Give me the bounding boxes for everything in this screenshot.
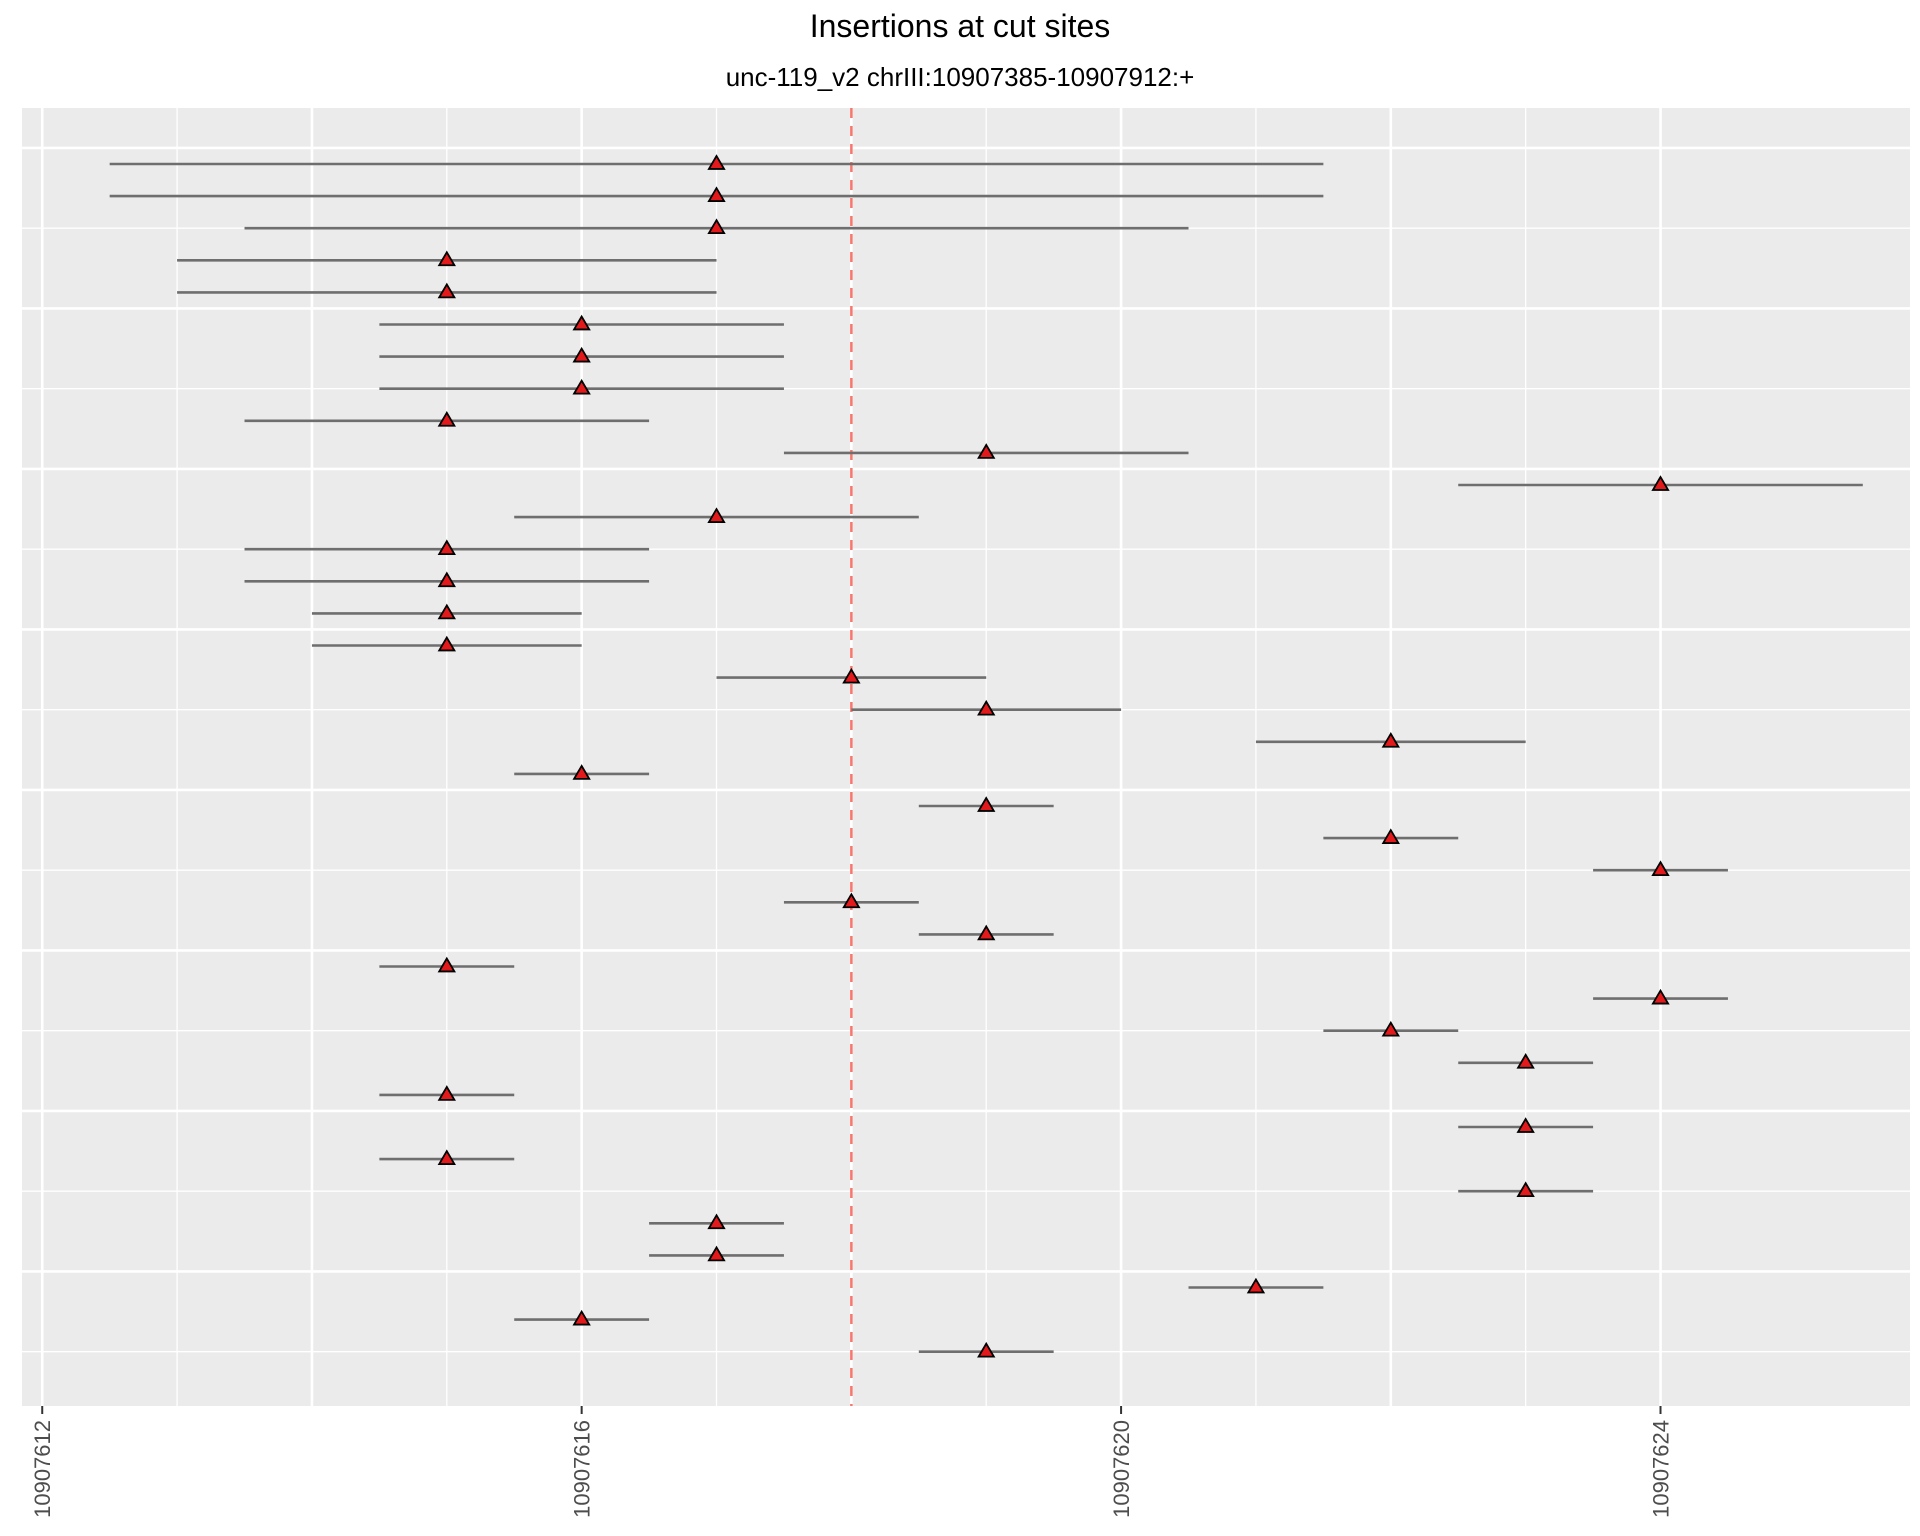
insertion-marker — [1516, 1053, 1535, 1069]
insertion-marker — [1516, 1181, 1535, 1198]
x-tick-label: 10907624 — [1649, 1420, 1674, 1518]
insertion-marker — [1651, 475, 1670, 491]
x-axis: 10907612 10907616 10907620 10907624 — [30, 1406, 1674, 1518]
insertion-marker — [1651, 988, 1670, 1005]
insertion-marker — [977, 1341, 996, 1358]
insertion-marker — [707, 218, 726, 235]
insertion-marker — [572, 314, 591, 331]
insertion-marker — [1381, 732, 1400, 748]
insertion-marker — [437, 411, 456, 427]
x-tick-label: 10907612 — [30, 1420, 55, 1518]
insertion-marker — [1381, 828, 1400, 844]
insertion-marker — [707, 186, 726, 202]
insertion-marker — [707, 1213, 726, 1230]
grid-major — [22, 108, 1910, 1406]
insertion-marker — [437, 539, 456, 556]
insertion-marker — [437, 571, 456, 588]
insertion-marker — [572, 346, 591, 363]
insertion-marker — [977, 443, 996, 459]
insertion-marker — [437, 1085, 456, 1101]
plot-panel — [22, 108, 1910, 1406]
x-tick-label: 10907616 — [570, 1420, 595, 1518]
markers-layer — [437, 154, 1670, 1358]
insertion-marker — [572, 764, 591, 780]
insertion-marker — [1516, 1117, 1535, 1133]
insertion-marker — [1381, 1020, 1400, 1037]
insertion-marker — [842, 892, 861, 909]
insertion-marker — [572, 1309, 591, 1326]
insertion-marker — [437, 603, 456, 620]
insertion-marker — [437, 956, 456, 973]
insertion-marker — [707, 507, 726, 523]
insertion-marker — [977, 796, 996, 812]
insertion-marker — [437, 1149, 456, 1165]
insertion-marker — [707, 1245, 726, 1262]
insertion-marker — [1651, 860, 1670, 877]
insertion-marker — [842, 667, 861, 684]
chart-subtitle: unc-119_v2 chrIII:10907385-10907912:+ — [725, 62, 1195, 92]
insertion-marker — [977, 924, 996, 941]
insertion-marker — [437, 250, 456, 267]
insertion-marker — [572, 378, 591, 395]
chart-title: Insertions at cut sites — [809, 8, 1111, 44]
insertion-marker — [977, 699, 996, 716]
insertion-marker — [707, 154, 726, 170]
insertion-marker — [1246, 1277, 1266, 1294]
insertion-marker — [437, 282, 456, 299]
x-tick-label: 10907620 — [1109, 1420, 1134, 1518]
insertion-marker — [437, 635, 456, 652]
